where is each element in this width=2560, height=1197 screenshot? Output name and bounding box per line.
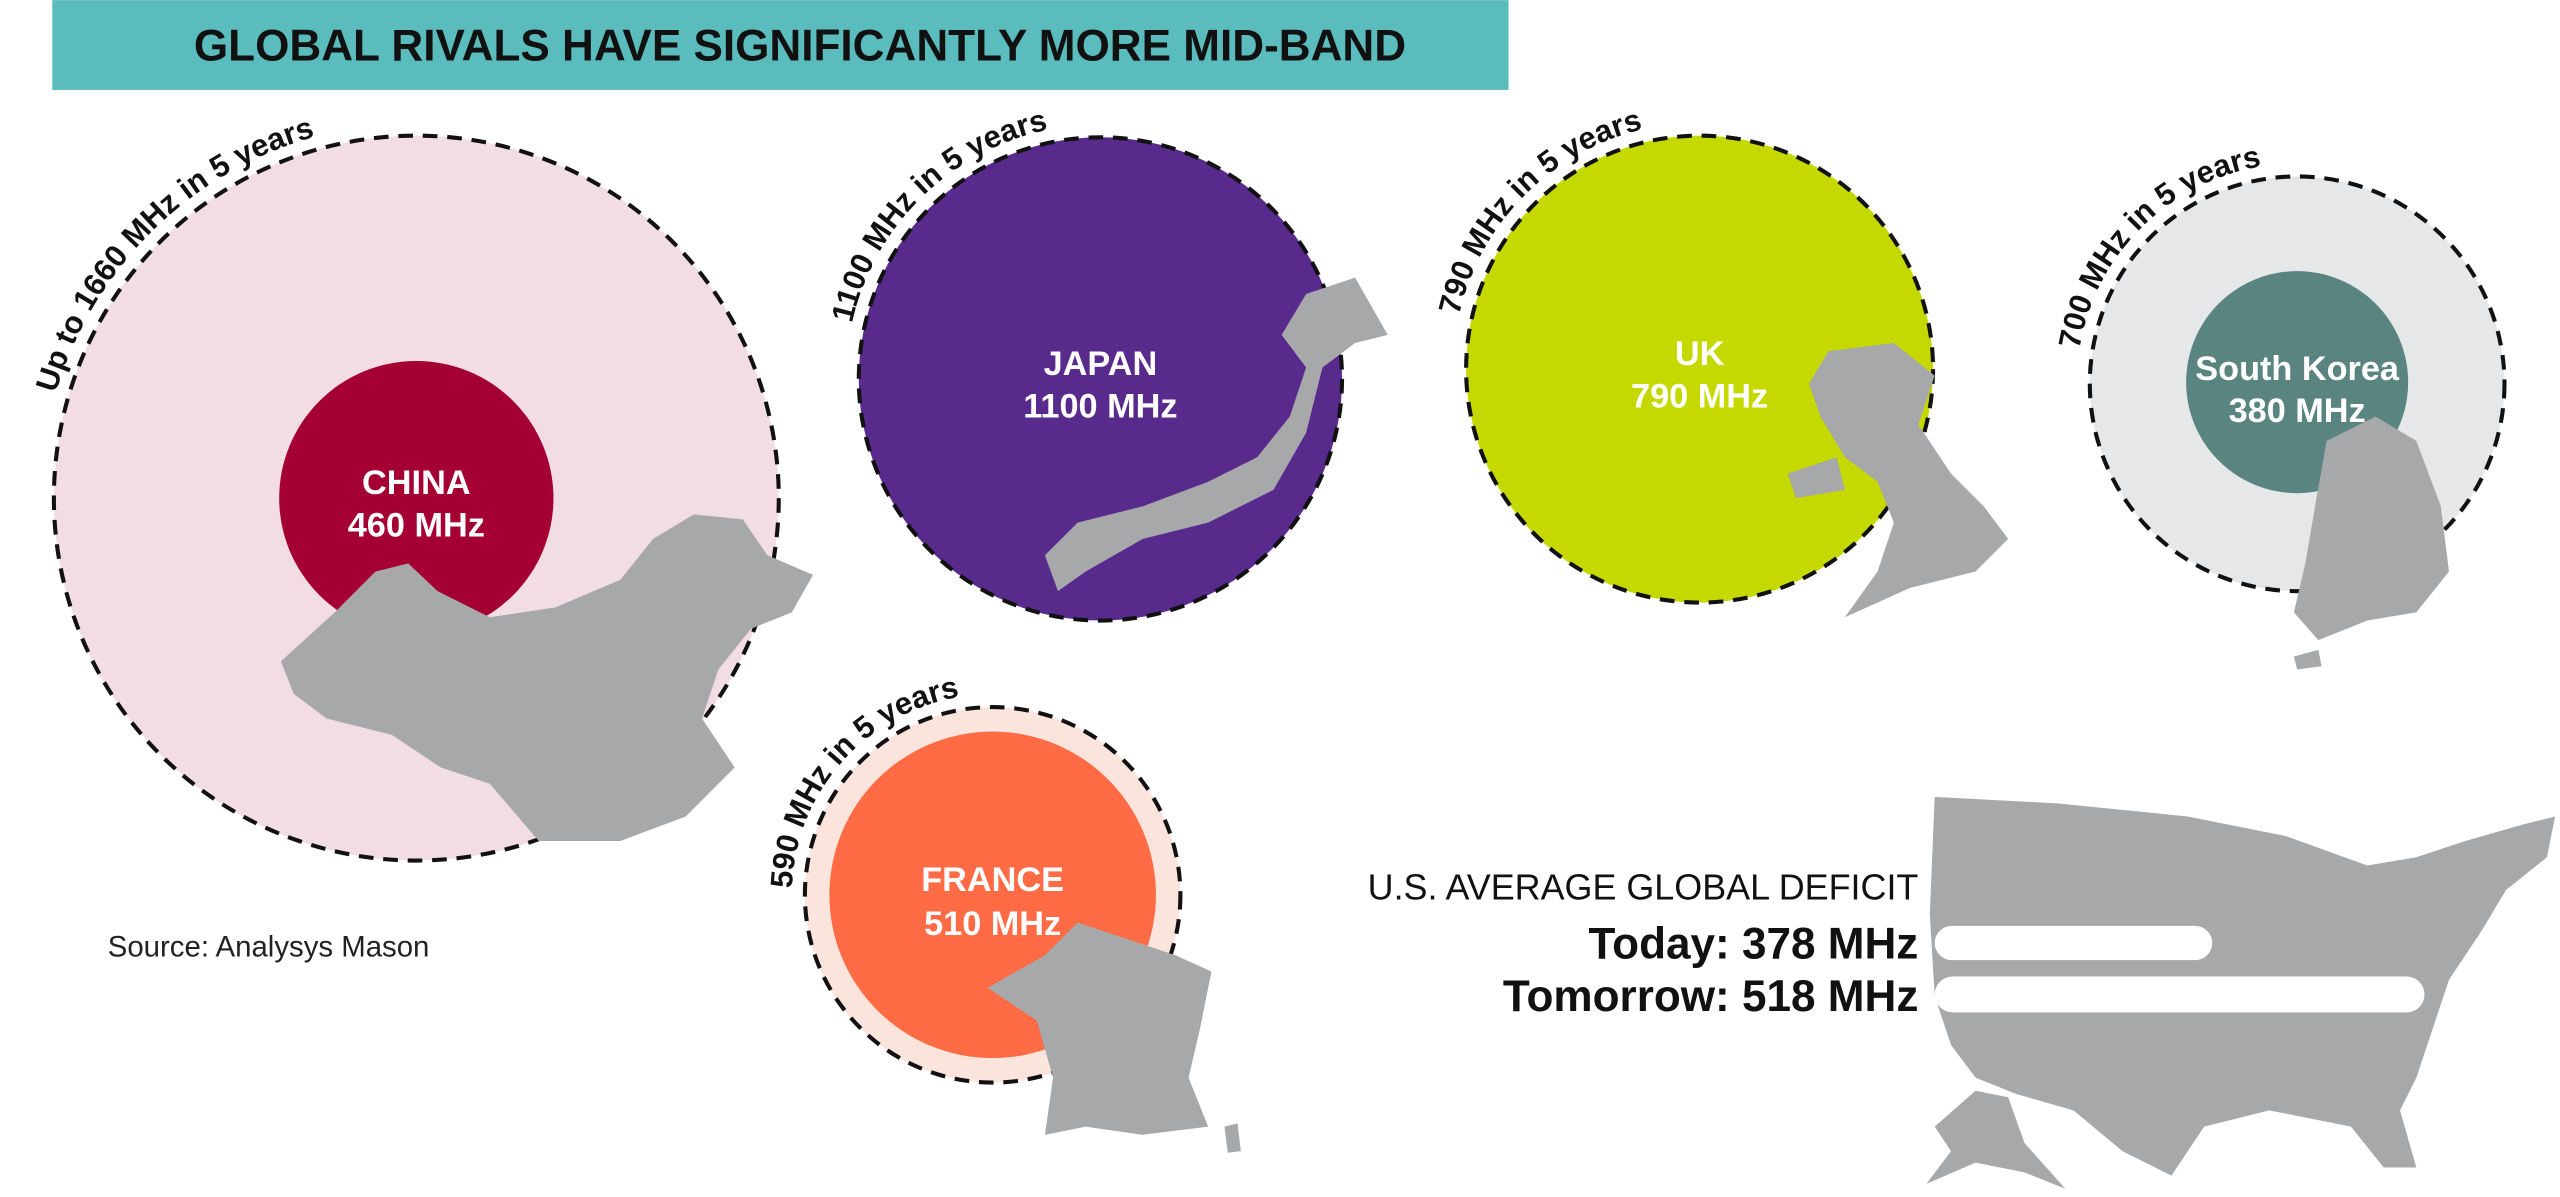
country-name: UK	[1675, 335, 1725, 373]
country-value: 1100 MHz	[1023, 387, 1177, 425]
us-tomorrow: Tomorrow: 518 MHz	[1503, 972, 1919, 1021]
title: GLOBAL RIVALS HAVE SIGNIFICANTLY MORE MI…	[194, 22, 1406, 71]
country-name: South Korea	[2195, 350, 2400, 388]
japan-map	[1044, 277, 1388, 592]
today-bar	[1934, 925, 2213, 961]
country-value: 790 MHz	[1631, 378, 1768, 416]
country-name: FRANCE	[921, 861, 1064, 899]
korea-map	[2293, 416, 2449, 670]
uk-map	[1787, 342, 2009, 618]
tomorrow-bar	[1934, 976, 2425, 1013]
current-circle	[279, 360, 554, 636]
title-bar	[52, 0, 1509, 90]
china-map	[280, 514, 814, 841]
country-value: 380 MHz	[2229, 392, 2366, 430]
us-heading: U.S. AVERAGE GLOBAL DEFICIT	[1368, 866, 1919, 907]
source: Source: Analysys Mason	[108, 930, 430, 963]
us-today: Today: 378 MHz	[1589, 920, 1919, 969]
france-map	[987, 922, 1241, 1153]
country-value: 510 MHz	[924, 905, 1061, 943]
country-name: JAPAN	[1044, 345, 1158, 383]
country-name: CHINA	[362, 464, 471, 502]
country-value: 460 MHz	[348, 507, 485, 545]
